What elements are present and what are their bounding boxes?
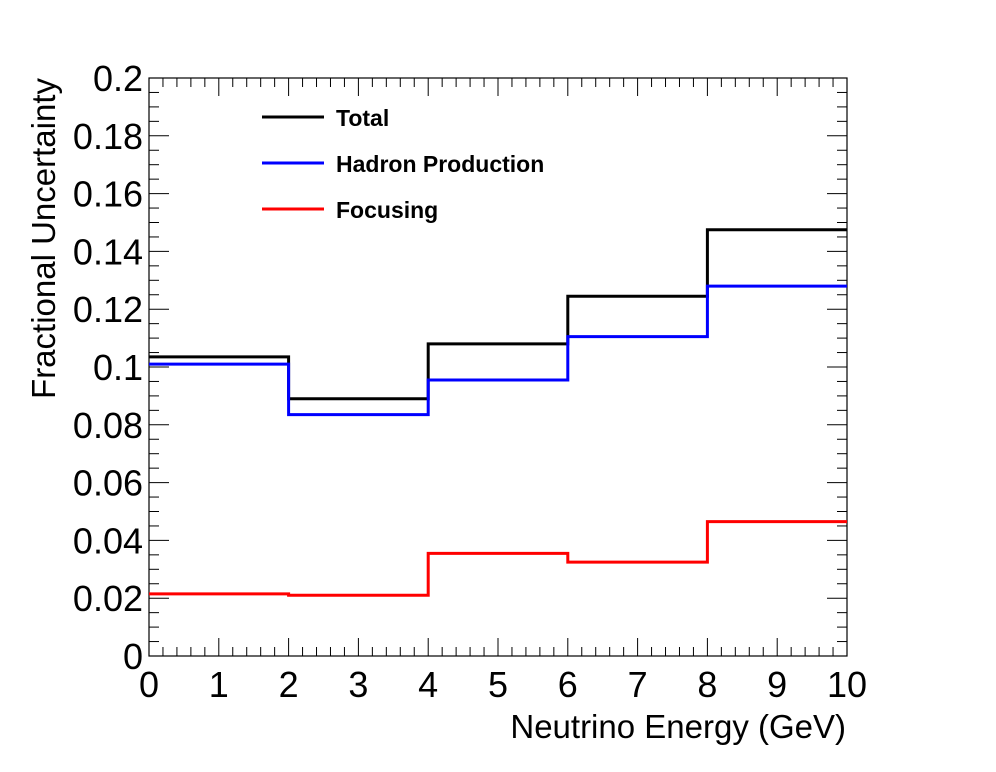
- y-tick-label: 0.02: [73, 578, 143, 619]
- y-tick-label: 0.08: [73, 405, 143, 446]
- legend-label-total: Total: [336, 105, 389, 131]
- series-line-total: [149, 228, 847, 401]
- x-tick-label: 2: [279, 664, 299, 705]
- series-line-focusing: [149, 520, 847, 597]
- y-tick-label: 0.06: [73, 463, 143, 504]
- y-axis-title: Fractional Uncertainty: [25, 78, 62, 399]
- series-lines: [149, 228, 847, 597]
- legend-label-hadron-production: Hadron Production: [336, 151, 544, 177]
- x-tick-label: 0: [139, 664, 159, 705]
- y-tick-label: 0.16: [73, 174, 143, 215]
- x-tick-label: 5: [488, 664, 508, 705]
- y-tick-label: 0.18: [73, 116, 143, 157]
- x-axis-title: Neutrino Energy (GeV): [510, 708, 846, 745]
- x-tick-label: 10: [827, 664, 867, 705]
- legend: Total Hadron Production Focusing: [262, 105, 544, 223]
- series-line-hadron-production: [149, 284, 847, 417]
- axis-ticks: [148, 77, 848, 657]
- y-tick-label: 0.14: [73, 231, 143, 272]
- y-tick-label: 0.2: [93, 58, 143, 99]
- y-tick-label: 0.12: [73, 289, 143, 330]
- x-tick-label: 8: [697, 664, 717, 705]
- y-tick-label: 0.04: [73, 520, 143, 561]
- tick-labels: 0 1 2 3 4 5 6 7 8 9 10 0 0.02 0.04 0.06 0.08 0.1 0.12 0.14…: [73, 58, 867, 705]
- y-tick-label: 0.1: [93, 347, 143, 388]
- x-tick-label: 4: [418, 664, 438, 705]
- y-tick-label: 0: [123, 636, 143, 677]
- x-tick-label: 6: [558, 664, 578, 705]
- legend-label-focusing: Focusing: [336, 197, 438, 223]
- x-tick-label: 9: [767, 664, 787, 705]
- x-tick-label: 1: [209, 664, 229, 705]
- x-tick-label: 7: [628, 664, 648, 705]
- x-tick-label: 3: [348, 664, 368, 705]
